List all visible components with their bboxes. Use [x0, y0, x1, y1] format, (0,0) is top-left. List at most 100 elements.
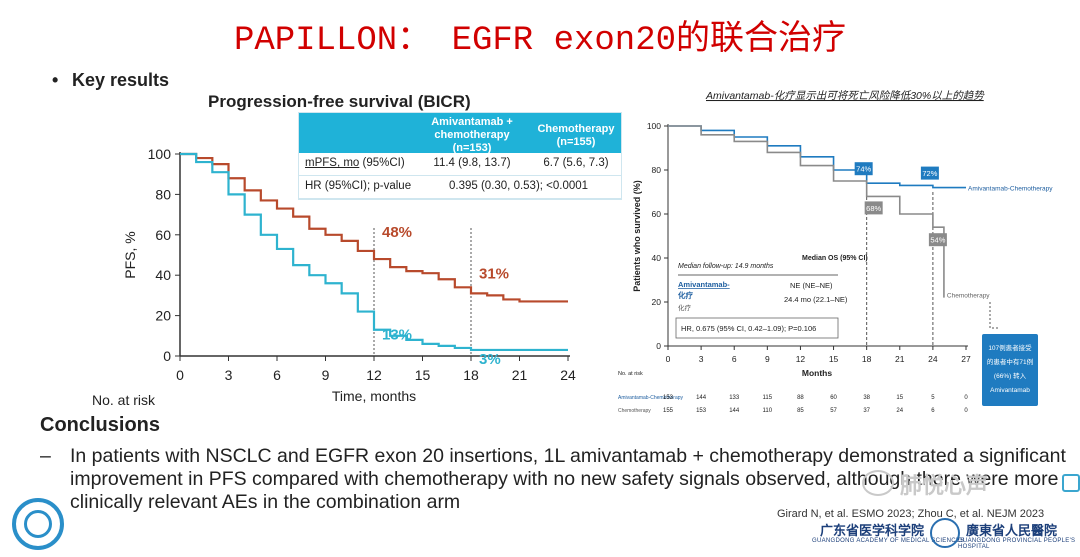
os-risk-value: 155 [663, 408, 674, 414]
hr-value: 0.395 (0.30, 0.53); <0.0001 [449, 180, 589, 192]
os-arm2-label: 化疗 [678, 303, 692, 312]
os-risk-value: 110 [763, 408, 773, 414]
pfs-x-tick-label: 24 [560, 367, 576, 383]
os-landmark-label-3: 54% [930, 236, 945, 245]
mpfs-label-main: mPFS, mo [305, 157, 360, 169]
os-risk-value: 153 [696, 408, 707, 414]
pfs-x-axis-title: Time, months [332, 388, 416, 404]
expand-icon[interactable] [1062, 474, 1080, 492]
hr-label: HR (95%CI); p-value [305, 180, 412, 192]
os-callout-connector [989, 302, 1000, 329]
os-landmark-label-2: 68% [866, 204, 881, 213]
os-followup-text: Median follow-up: 14.9 months [678, 263, 774, 270]
os-landmark-label-1: 72% [922, 169, 937, 178]
mpfs-amivantamab: 11.4 (9.8, 13.7) [433, 157, 511, 169]
pfs-x-tick-label: 12 [366, 367, 382, 383]
key-results-label: Key results [72, 70, 170, 90]
pfs-x-tick-label: 15 [415, 367, 431, 383]
pfs-y-tick-label: 40 [155, 267, 171, 283]
os-hr-text: HR, 0.675 (95% CI, 0.42–1.09); P=0.106 [681, 324, 816, 333]
os-x-tick-label: 9 [765, 354, 770, 364]
os-risk-value: 0 [964, 395, 968, 401]
institution-academy: 广东省医学科学院 [820, 524, 925, 539]
pfs-x-tick-label: 3 [225, 367, 233, 383]
os-callout-line-1: 的患者中有71例 [987, 357, 1033, 366]
key-results-bullet: • Key results [52, 70, 170, 90]
os-callout-line-3: Amivantamab [990, 387, 1030, 394]
os-x-tick-label: 12 [796, 354, 806, 364]
os-x-tick-label: 6 [732, 354, 737, 364]
pfs-y-tick-label: 80 [155, 186, 171, 202]
pfs-annotation-3: 3% [479, 351, 501, 368]
mpfs-label-ci: (95%CI) [359, 157, 405, 169]
conclusions-body: – In patients with NSCLC and EGFR exon 2… [40, 445, 1070, 514]
os-risk-value: 153 [663, 395, 674, 401]
os-arm1-value: NE (NE–NE) [790, 281, 833, 290]
os-chart-title: Amivantamab-化疗显示出可将死亡风险降低30%以上的趋势 [705, 90, 985, 102]
pfs-table-row-mpfs: mPFS, mo (95%CI) 11.4 (9.8, 13.7) 6.7 (5… [299, 153, 621, 176]
conclusions-dash: – [40, 445, 51, 467]
os-callout-box [982, 334, 1038, 406]
pfs-table-header: Amivantamab + chemotherapy (n=153) Chemo… [299, 113, 621, 154]
os-x-axis-title: Months [802, 368, 832, 378]
os-series-line-1 [668, 125, 945, 298]
os-x-tick-label: 27 [961, 354, 971, 364]
os-y-tick-label: 60 [652, 209, 662, 219]
os-risk-value: 38 [863, 395, 870, 401]
pfs-y-tick-label: 0 [163, 348, 171, 364]
os-hr-box [675, 317, 839, 339]
pfs-y-tick-label: 60 [155, 227, 171, 243]
pfs-x-tick-label: 21 [512, 367, 528, 383]
os-arm1-label-b: 化疗 [678, 290, 693, 300]
watermark-icon [862, 470, 894, 496]
pfs-annotation-0: 48% [382, 224, 412, 241]
pfs-y-tick-label: 20 [155, 308, 171, 324]
watermark-text: 肺悦心声 [900, 473, 989, 498]
os-risk-value: 88 [797, 395, 804, 401]
pfs-annotation-1: 31% [479, 265, 509, 282]
os-x-tick-label: 18 [862, 354, 872, 364]
os-risk-value: 115 [763, 395, 773, 401]
os-series-name-1: Chemotherapy [947, 293, 990, 300]
os-risk-value: 15 [896, 395, 903, 401]
os-chart: Amivantamab-化疗显示出可将死亡风险降低30%以上的趋势0204060… [618, 90, 1053, 414]
os-series-name-0: Amivantamab-Chemotherapy [968, 186, 1053, 193]
os-arm2-value: 24.4 mo (22.1–NE) [784, 295, 848, 304]
os-callout-line-2: (66%) 转入 [994, 371, 1027, 380]
slide-title: PAPILLON： EGFR exon20的联合治疗 [233, 22, 847, 60]
os-risk-row-label-0: Amivantamab-Chemotherapy [618, 395, 684, 401]
pfs-risk-label: No. at risk [92, 392, 156, 408]
os-landmark-box-3 [928, 233, 947, 247]
conclusions-title: Conclusions [40, 414, 161, 436]
os-landmark-box-2 [864, 201, 883, 215]
os-risk-value: 0 [964, 408, 968, 414]
institution-logo-icon [12, 498, 64, 550]
pfs-table-row-hr: HR (95%CI); p-value 0.395 (0.30, 0.53); … [299, 176, 621, 199]
reference-text: Girard N, et al. ESMO 2023; Zhou C, et a… [777, 508, 1045, 520]
conclusions-text: In patients with NSCLC and EGFR exon 20 … [70, 445, 1066, 513]
os-risk-value: 60 [830, 395, 837, 401]
os-landmark-box-1 [920, 166, 939, 180]
pfs-x-tick-label: 6 [273, 367, 281, 383]
os-median-header: Median OS (95% CI) [802, 255, 868, 262]
pfs-summary-table: Amivantamab + chemotherapy (n=153) Chemo… [298, 112, 622, 200]
os-series-line-0 [668, 125, 966, 189]
pfs-x-tick-label: 18 [463, 367, 479, 383]
hospital-logo-icon [930, 518, 960, 548]
os-arm1-label-a: Amivantamab- [678, 280, 730, 289]
pfs-annotation-2: 13% [382, 327, 412, 344]
os-risk-value: 57 [830, 408, 837, 414]
os-y-tick-label: 40 [652, 253, 662, 263]
os-risk-value: 37 [863, 408, 870, 414]
pfs-x-tick-label: 0 [176, 367, 184, 383]
os-y-tick-label: 20 [652, 297, 662, 307]
os-y-tick-label: 100 [647, 121, 661, 131]
os-y-axis-title: Patients who survived (%) [632, 180, 642, 292]
pfs-table-head-amivantamab: Amivantamab + chemotherapy (n=153) [431, 116, 513, 154]
os-risk-value: 85 [797, 408, 804, 414]
os-callout-line-0: 107例患者接受 [988, 343, 1032, 352]
os-risk-value: 144 [729, 408, 740, 414]
pfs-series-line-1 [180, 152, 568, 352]
os-risk-label: No. at risk [618, 371, 643, 377]
